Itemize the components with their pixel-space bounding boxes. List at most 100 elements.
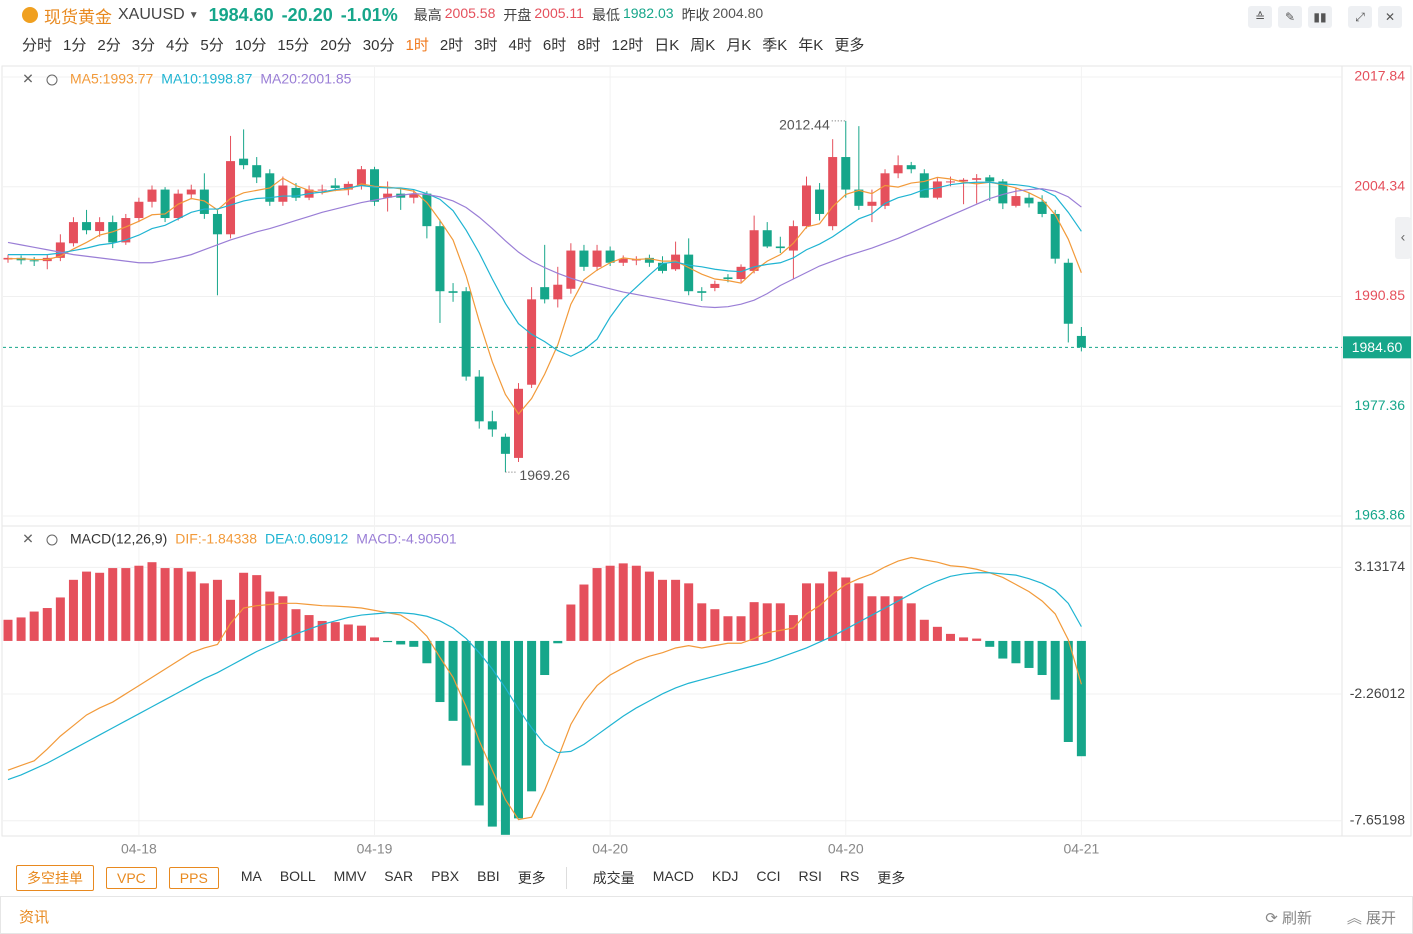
candle-body (1063, 262, 1073, 324)
period-tab[interactable]: 分时 (22, 37, 53, 54)
period-tab[interactable]: 日K (654, 37, 680, 54)
settings-icon (46, 74, 58, 86)
indicator[interactable]: MACD (652, 868, 694, 884)
candle-body (1050, 213, 1060, 259)
period-tab[interactable]: 4分 (166, 37, 190, 54)
macd-bar (880, 596, 890, 641)
tool-draw[interactable]: ✎ (1278, 6, 1302, 28)
candle-body (95, 222, 105, 232)
refresh-label[interactable]: 刷新 (1281, 910, 1312, 927)
period-tab[interactable]: 4时 (508, 37, 532, 54)
macd-bar (500, 640, 510, 835)
macd-bar (854, 583, 864, 641)
candle-body (186, 189, 196, 195)
period-tab[interactable]: 10分 (234, 37, 267, 54)
indicator[interactable]: CCI (756, 868, 781, 884)
candle-body (919, 173, 929, 198)
macd-bar (212, 579, 222, 641)
tool-indicator[interactable]: ≙ (1248, 6, 1272, 28)
period-tab[interactable]: 1时 (405, 37, 429, 54)
period-tab[interactable]: 20分 (320, 37, 352, 54)
candle-body (82, 222, 92, 231)
period-tab[interactable]: 季K (762, 37, 788, 54)
expand-label[interactable]: 展开 (1365, 910, 1396, 927)
candle-body (487, 421, 497, 430)
candle-body (527, 299, 537, 385)
period-tab[interactable]: 年K (798, 37, 824, 54)
indicator[interactable]: BOLL (279, 868, 316, 884)
macd-bar (409, 640, 419, 647)
candle-body (540, 287, 550, 300)
stat-label: 昨收 (681, 7, 710, 23)
candle-body (226, 161, 236, 235)
candle-body (867, 201, 877, 206)
tool-candle[interactable]: ▮▮ (1308, 6, 1332, 28)
period-tab[interactable]: 6时 (542, 37, 567, 54)
toolbar-button[interactable]: PPS (168, 867, 219, 889)
macd-bar (239, 572, 249, 641)
last-price-label: 1984.60 (1352, 339, 1403, 355)
macd-bar (514, 640, 524, 819)
toolbar-button[interactable]: 多空挂单 (16, 865, 94, 891)
expand[interactable]: ︽ 展开 (1346, 910, 1396, 927)
close[interactable]: ✕ (1378, 6, 1402, 28)
candle-body (579, 250, 589, 267)
macd-bar (893, 596, 903, 641)
indicator[interactable]: BBI (477, 868, 500, 884)
candle-body (945, 181, 955, 183)
macd-line (7, 556, 1082, 821)
macd-bar (801, 583, 811, 641)
period-tab[interactable]: 15分 (277, 37, 310, 54)
period-tab[interactable]: 2分 (97, 37, 121, 54)
stat-value: 2005.58 (444, 5, 496, 21)
period-tab[interactable]: 更多 (834, 37, 865, 54)
high-annotation: 2012.44 (779, 117, 830, 133)
indicator[interactable]: MMV (333, 868, 367, 884)
fullscreen[interactable]: ⤢ (1348, 6, 1372, 28)
indicator[interactable]: PBX (431, 868, 460, 884)
macd-bar (68, 579, 78, 641)
indicator[interactable]: 成交量 (592, 870, 635, 886)
period-tab[interactable]: 3分 (131, 37, 156, 54)
candle-body (474, 376, 484, 422)
period-tab[interactable]: 30分 (362, 37, 395, 54)
period-tab[interactable]: 8时 (577, 37, 601, 54)
macd-bar (710, 609, 720, 641)
stat-value: 1982.03 (622, 5, 674, 21)
indicator[interactable]: RSI (798, 868, 822, 884)
period-tab[interactable]: 1分 (63, 37, 87, 54)
macd-bar (697, 603, 707, 641)
period-tab[interactable]: 5分 (200, 37, 224, 54)
close-icon[interactable]: ✕ (22, 531, 34, 547)
indicator[interactable]: RS (839, 868, 860, 884)
candle-body (55, 242, 65, 258)
stat-value: 2004.80 (712, 5, 764, 21)
symbol[interactable]: XAUUSD (118, 6, 185, 23)
period-tab[interactable]: 12时 (611, 37, 644, 54)
candle-body (370, 169, 380, 202)
indicator[interactable]: 更多 (517, 870, 546, 886)
x-tick-label: 04-20 (592, 841, 628, 857)
indicator[interactable]: KDJ (711, 868, 739, 884)
instrument-name[interactable]: 现货黄金 (44, 7, 112, 27)
period-tab[interactable]: 月K (726, 37, 752, 54)
macd-bar (592, 568, 602, 641)
period-tab[interactable]: 2时 (439, 37, 464, 54)
indicator[interactable]: 更多 (877, 870, 906, 886)
candle-body (383, 193, 393, 198)
refresh[interactable]: ⟳ 刷新 (1265, 910, 1312, 927)
macd-bar (474, 640, 484, 806)
period-tab[interactable]: 周K (690, 37, 716, 54)
indicator[interactable]: SAR (384, 868, 414, 884)
news-tab[interactable]: 资讯 (19, 909, 50, 926)
symbol-dropdown[interactable]: ▼ (188, 9, 199, 21)
candle-body (1024, 197, 1034, 204)
settings-icon (46, 534, 58, 546)
macd-bar (370, 637, 380, 641)
macd-bar (16, 617, 26, 641)
period-tab[interactable]: 3时 (474, 37, 498, 54)
candle-body (880, 173, 890, 206)
toolbar-button[interactable]: VPC (106, 867, 157, 889)
close-icon[interactable]: ✕ (22, 71, 34, 87)
indicator[interactable]: MA (240, 868, 262, 884)
